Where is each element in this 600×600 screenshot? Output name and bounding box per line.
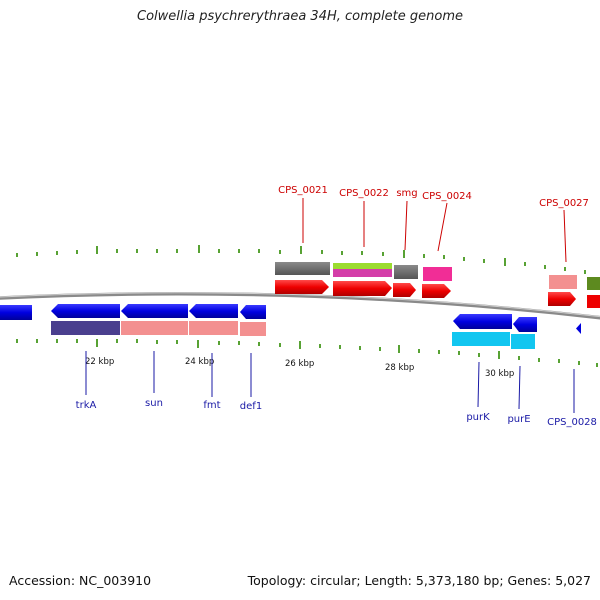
feature-def1-arrow[interactable] (240, 305, 266, 319)
feature-cps0021-bar[interactable] (275, 262, 330, 275)
label-purk: purK (466, 412, 490, 423)
feature-pure-bar[interactable] (511, 334, 535, 349)
top-label-leaders (302, 198, 567, 263)
label-cps0027: CPS_0027 (539, 198, 589, 209)
genome-summary-text: Topology: circular; Length: 5,373,180 bp… (247, 573, 591, 588)
lower-tick-marks (16, 339, 598, 367)
feature-cps0022-arrow[interactable] (333, 281, 392, 296)
feature-def1-bar[interactable] (240, 322, 266, 336)
feature-edge-red-bar[interactable] (587, 295, 600, 308)
feature-cps0027-arrow[interactable] (548, 292, 576, 306)
feature-left-edge-arrow[interactable] (0, 305, 32, 320)
feature-cps0028-arrow[interactable] (576, 323, 581, 334)
upper-tick-marks (16, 245, 586, 274)
feature-cps0021-arrow[interactable] (275, 280, 329, 294)
feature-cps0027-bar[interactable] (549, 275, 577, 289)
label-smg: smg (396, 188, 417, 199)
feature-sun-bar[interactable] (121, 321, 188, 335)
bottom-label-leaders (85, 351, 575, 413)
feature-purk-bar[interactable] (452, 332, 510, 346)
scale-label-26kbp: 26 kbp (285, 359, 314, 369)
feature-fmt-arrow[interactable] (189, 304, 238, 318)
feature-cps0022-bar-magenta[interactable] (333, 269, 392, 277)
scale-label-30kbp: 30 kbp (485, 369, 514, 379)
feature-cps0022-bar-green[interactable] (333, 263, 392, 269)
label-cps0024: CPS_0024 (422, 191, 472, 202)
feature-trka-bar[interactable] (51, 321, 120, 335)
label-def1: def1 (240, 401, 262, 412)
feature-cps0024-bar[interactable] (423, 267, 452, 281)
label-fmt: fmt (203, 400, 220, 411)
label-cps0021: CPS_0021 (278, 185, 328, 196)
label-cps0028: CPS_0028 (547, 417, 597, 428)
scale-label-28kbp: 28 kbp (385, 363, 414, 373)
label-sun: sun (145, 398, 163, 409)
accession-text: Accession: NC_003910 (9, 573, 152, 588)
label-cps0022: CPS_0022 (339, 188, 389, 199)
scale-label-22kbp: 22 kbp (85, 357, 114, 367)
label-pure: purE (507, 414, 530, 425)
label-trka: trkA (76, 400, 97, 411)
feature-sun-arrow[interactable] (121, 304, 188, 318)
feature-fmt-bar[interactable] (189, 321, 238, 335)
scale-label-24kbp: 24 kbp (185, 357, 214, 367)
feature-edge-green-bar[interactable] (587, 277, 600, 290)
feature-smg-arrow[interactable] (393, 283, 416, 297)
feature-trka-arrow[interactable] (51, 304, 120, 318)
genome-backbone (0, 291, 600, 320)
feature-purk-arrow[interactable] (453, 314, 512, 329)
feature-pure-arrow[interactable] (513, 317, 537, 332)
feature-cps0024-arrow[interactable] (422, 284, 451, 298)
map-title: Colwellia psychrerythraea 34H, complete … (137, 9, 463, 24)
feature-smg-bar[interactable] (394, 265, 418, 279)
